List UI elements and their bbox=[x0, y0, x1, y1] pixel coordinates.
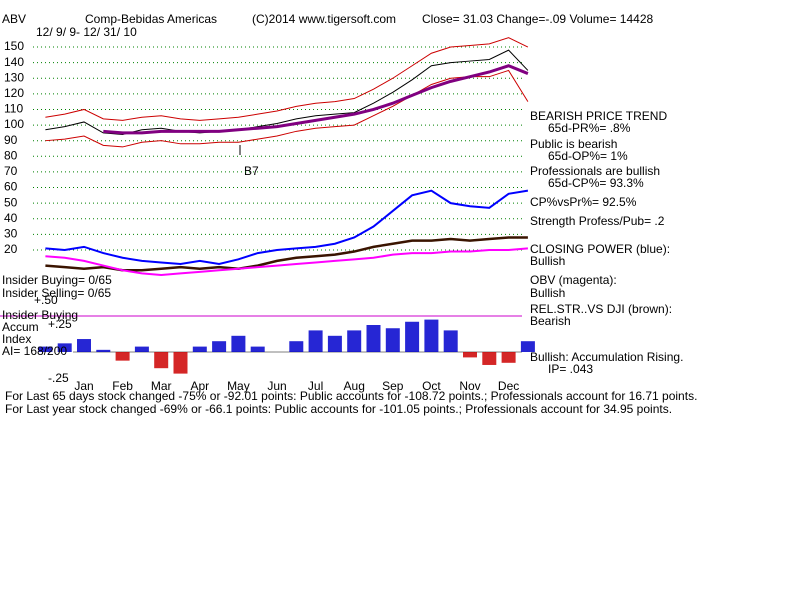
status-label: Bullish bbox=[530, 286, 565, 300]
x-tick-label: Dec bbox=[498, 379, 519, 393]
x-tick-label: Apr bbox=[190, 379, 209, 393]
accum-extra-label: +.50 bbox=[34, 293, 58, 307]
status-label: BEARISH PRICE TREND bbox=[530, 109, 667, 123]
accum-bar bbox=[96, 349, 111, 352]
y-tick-label: 140 bbox=[4, 55, 24, 69]
y-tick-label: 20 bbox=[4, 242, 18, 256]
accum-bar bbox=[501, 352, 516, 363]
company-name: Comp-Bebidas Americas bbox=[85, 12, 217, 26]
series-line bbox=[45, 69, 529, 148]
y-tick-label: 40 bbox=[4, 211, 18, 225]
y-tick-label: 100 bbox=[4, 117, 24, 131]
copyright: (C)2014 www.tigersoft.com bbox=[252, 12, 396, 26]
accum-bar bbox=[482, 352, 497, 365]
date-range: 12/ 9/ 9- 12/ 31/ 10 bbox=[36, 25, 137, 39]
y-tick-label: 60 bbox=[4, 180, 18, 194]
x-tick-label: Mar bbox=[151, 379, 172, 393]
insider-label: Index bbox=[2, 332, 31, 346]
x-tick-label: Aug bbox=[344, 379, 365, 393]
x-tick-label: Jul bbox=[308, 379, 323, 393]
accum-bar bbox=[463, 352, 477, 358]
x-tick-label: Jun bbox=[267, 379, 286, 393]
y-tick-label: 50 bbox=[4, 195, 18, 209]
insider-label: AI= 168/200 bbox=[2, 344, 67, 358]
accum-bar bbox=[424, 319, 439, 352]
x-tick-label: May bbox=[227, 379, 250, 393]
accum-bar bbox=[154, 352, 169, 369]
status-label: 65d-CP%= 93.3% bbox=[548, 176, 644, 190]
accum-bar bbox=[250, 346, 265, 352]
insider-label: Insider Buying= 0/65 bbox=[2, 273, 112, 287]
y-tick-label: 120 bbox=[4, 86, 24, 100]
summary-line: For Last 65 days stock changed -75% or -… bbox=[5, 389, 697, 403]
y-tick-label: 130 bbox=[4, 70, 24, 84]
x-tick-label: Sep bbox=[382, 379, 404, 393]
status-label: IP= .043 bbox=[548, 362, 593, 376]
series-line bbox=[45, 37, 529, 121]
accum-bar bbox=[77, 339, 91, 352]
accum-bar bbox=[38, 346, 53, 352]
series-line bbox=[103, 64, 529, 135]
status-label: Public is bearish bbox=[530, 137, 617, 151]
x-tick-label: Jan bbox=[74, 379, 93, 393]
y-tick-label: 110 bbox=[4, 102, 23, 116]
status-label: Strength Profess/Pub= .2 bbox=[530, 214, 665, 228]
symbol: ABV bbox=[2, 12, 26, 26]
y-tick-label: 80 bbox=[4, 148, 18, 162]
status-label: Professionals are bullish bbox=[530, 164, 660, 178]
y-tick-label: 150 bbox=[4, 39, 24, 53]
status-label: Bullish bbox=[530, 254, 565, 268]
insider-label: Insider Selling= 0/65 bbox=[2, 286, 111, 300]
status-label: CLOSING POWER (blue): bbox=[530, 242, 670, 256]
accum-bar bbox=[231, 335, 246, 352]
signal-annotation: B7 bbox=[244, 164, 259, 178]
accum-bar bbox=[385, 328, 400, 352]
accum-bar bbox=[115, 352, 130, 361]
accum-bar bbox=[192, 346, 207, 352]
accum-bar bbox=[443, 330, 458, 352]
accum-bar bbox=[289, 341, 304, 352]
accum-bar bbox=[327, 335, 342, 352]
y-tick-label: 70 bbox=[4, 164, 18, 178]
status-label: 65d-PR%= .8% bbox=[548, 121, 631, 135]
accum-bar bbox=[173, 352, 188, 374]
y-tick-label: 30 bbox=[4, 227, 18, 241]
x-tick-label: Nov bbox=[459, 379, 480, 393]
series-line bbox=[45, 247, 528, 276]
status-label: OBV (magenta): bbox=[530, 273, 617, 287]
status-label: Bullish: Accumulation Rising. bbox=[530, 350, 683, 364]
summary-line: For Last year stock changed -69% or -66.… bbox=[5, 402, 672, 416]
accum-bar bbox=[520, 341, 535, 352]
accum-bar bbox=[366, 325, 381, 352]
x-tick-label: Feb bbox=[112, 379, 133, 393]
series-line bbox=[45, 189, 529, 266]
y-tick-label: 90 bbox=[4, 133, 18, 147]
x-tick-label: Oct bbox=[422, 379, 441, 393]
accum-bar bbox=[57, 343, 72, 352]
status-label: Bearish bbox=[530, 314, 571, 328]
status-label: 65d-OP%= 1% bbox=[548, 149, 628, 163]
insider-label: Insider Buying bbox=[2, 308, 78, 322]
accum-bar bbox=[212, 341, 227, 352]
accum-bar bbox=[347, 330, 362, 352]
accum-bar bbox=[308, 330, 323, 352]
y-tick-label: -.25 bbox=[48, 371, 69, 385]
accum-bar bbox=[405, 321, 420, 352]
quote: Close= 31.03 Change=-.09 Volume= 14428 bbox=[422, 12, 654, 26]
accum-bar bbox=[134, 346, 149, 352]
status-label: REL.STR..VS DJI (brown): bbox=[530, 302, 672, 316]
insider-label: Accum bbox=[2, 320, 39, 334]
y-tick-label: +.25 bbox=[48, 317, 72, 331]
status-label: CP%vsPr%= 92.5% bbox=[530, 195, 637, 209]
